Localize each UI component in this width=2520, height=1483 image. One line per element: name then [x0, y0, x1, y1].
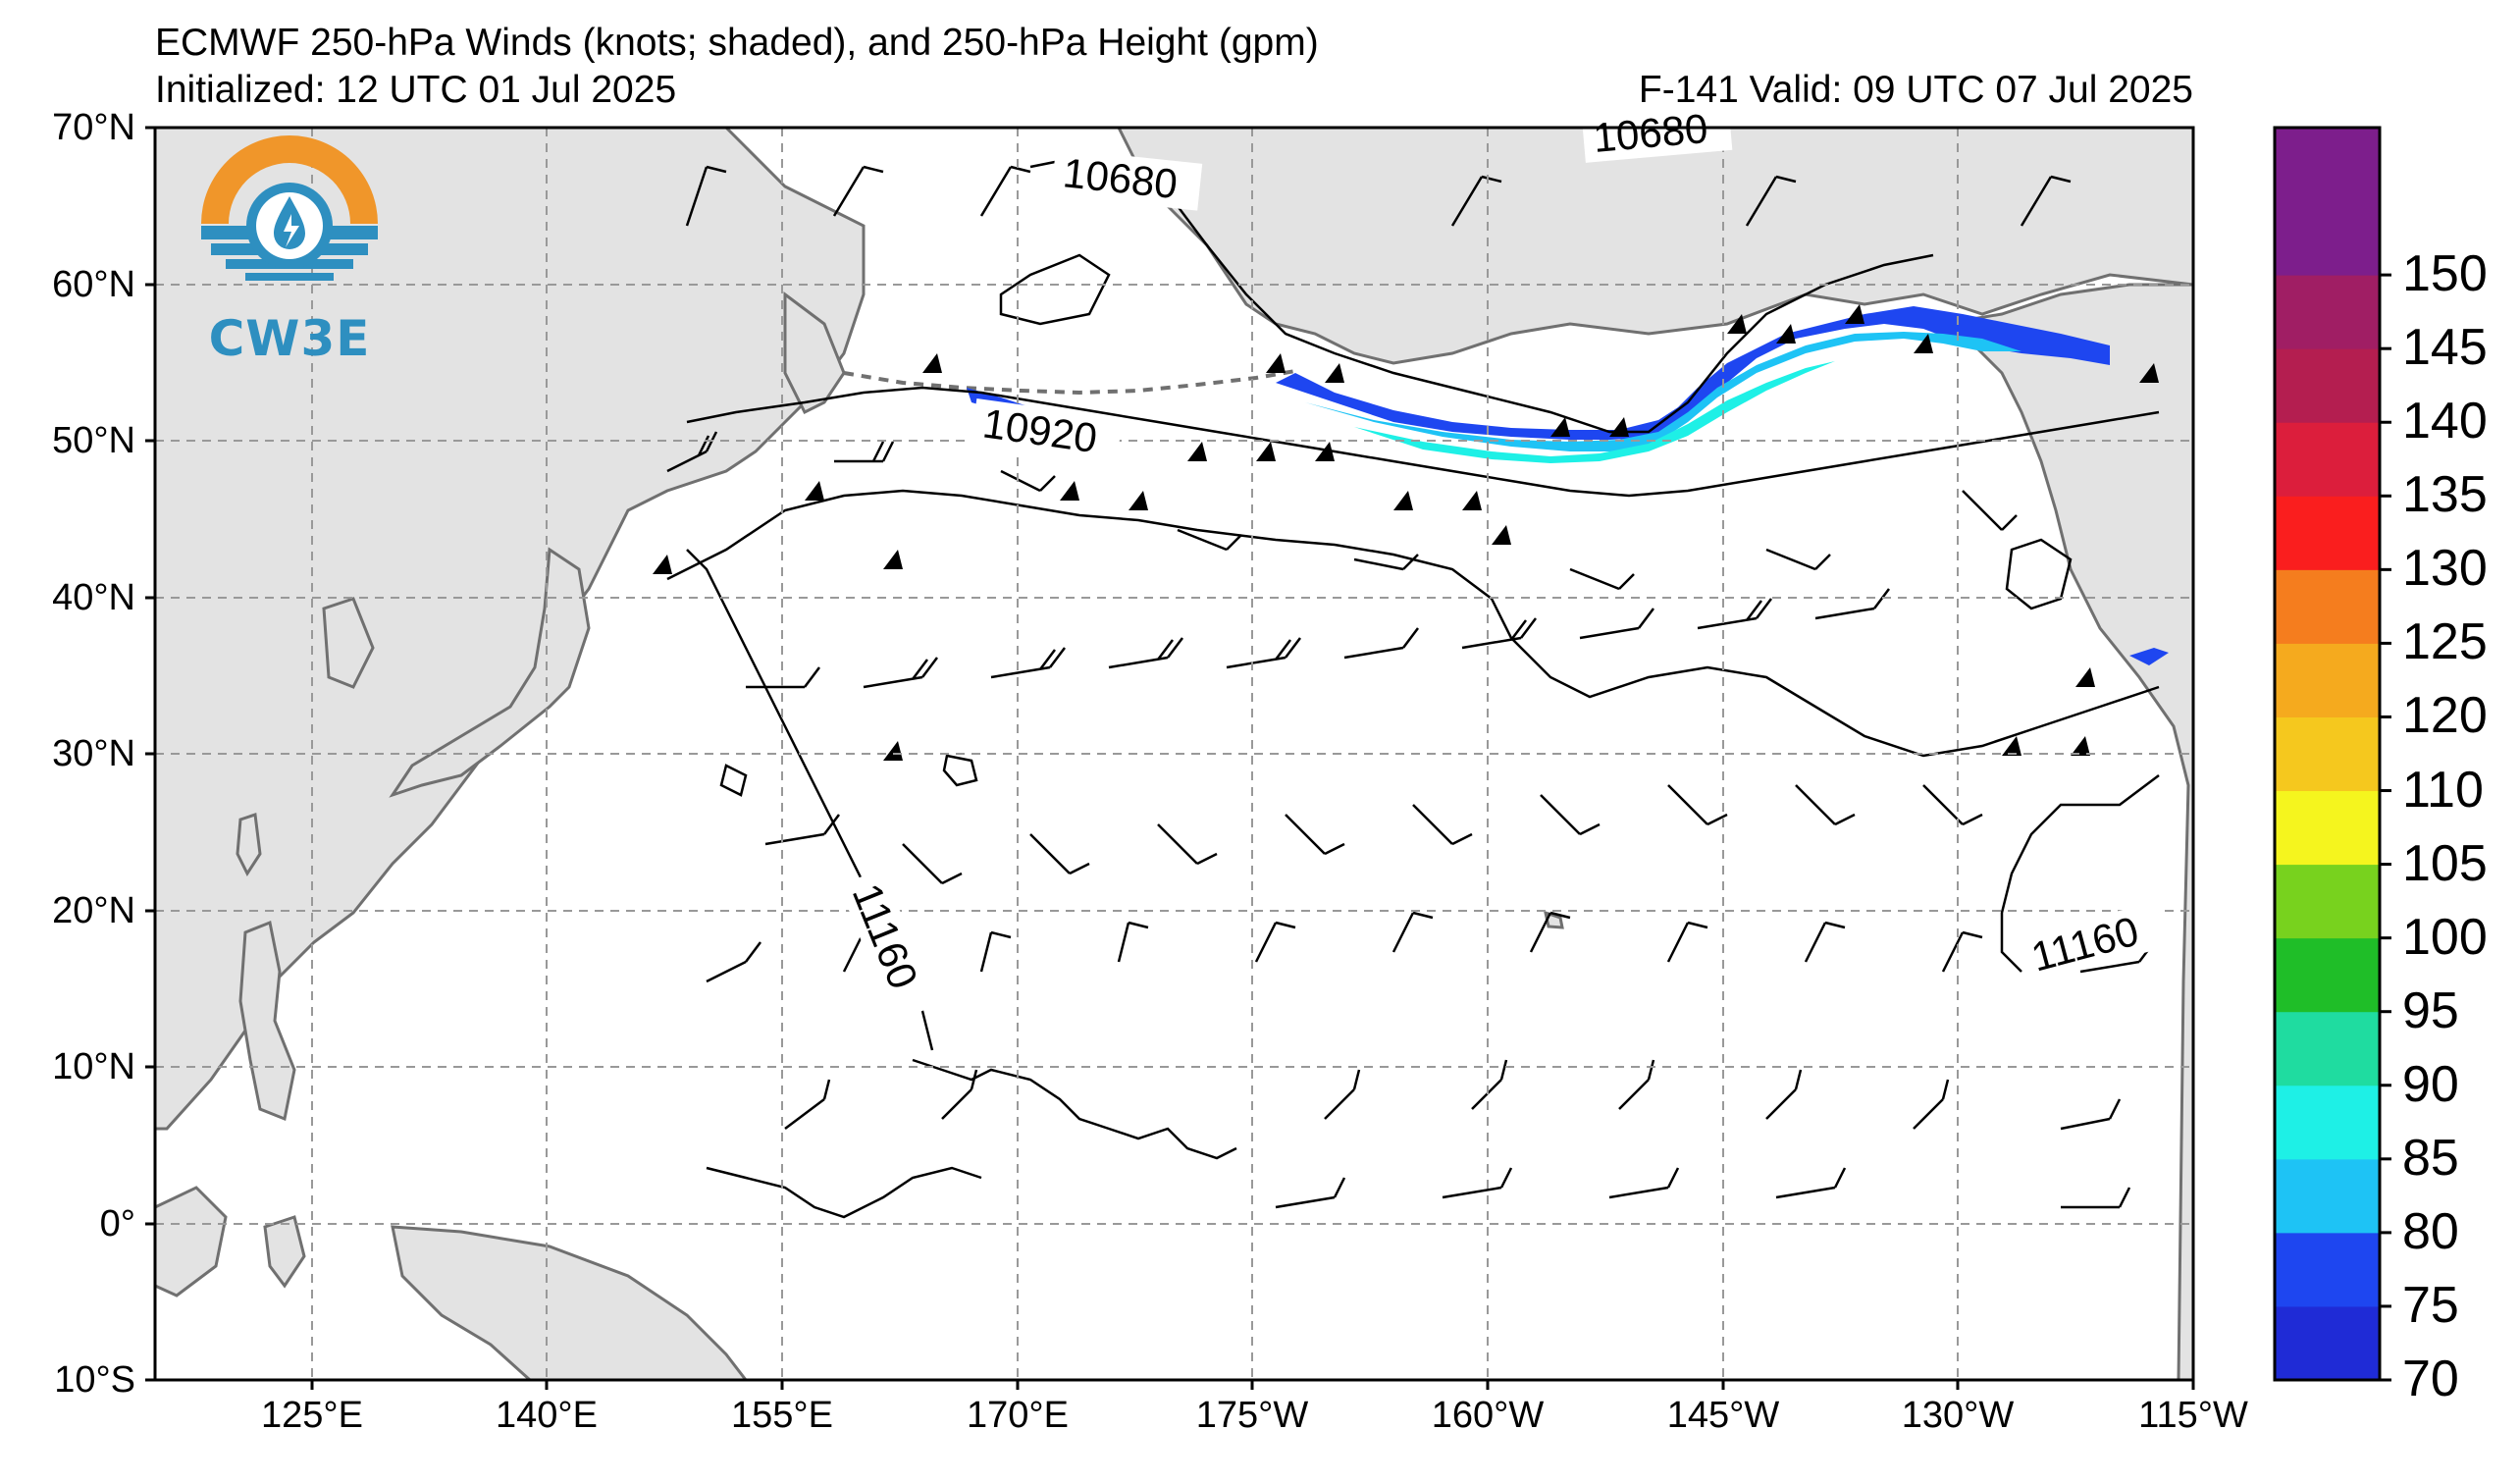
- colorbar-label: 75: [2402, 1276, 2459, 1334]
- colorbar-segment: [2275, 716, 2380, 792]
- alaska-land: [1117, 128, 2193, 365]
- lat-label-10s: 10°S: [54, 1359, 135, 1401]
- lat-label-70n: 70°N: [52, 107, 135, 148]
- lat-label-50n: 50°N: [52, 420, 135, 461]
- colorbar-label: 100: [2402, 908, 2488, 966]
- philippines-land: [238, 920, 296, 1122]
- aleutian-islands: [843, 369, 1296, 396]
- colorbar-segment: [2275, 643, 2380, 717]
- lon-label-170e: 170°E: [967, 1395, 1069, 1436]
- colorbar-segment: [2275, 201, 2380, 276]
- colorbar-segment: [2275, 1085, 2380, 1160]
- colorbar-segment: [2275, 422, 2380, 497]
- lon-label-115w: 115°W: [2138, 1395, 2248, 1436]
- colorbar-segment: [2275, 1232, 2380, 1307]
- colorbar-label: 95: [2402, 981, 2459, 1039]
- colorbar-label: 130: [2402, 540, 2488, 598]
- axis-ticks: [145, 126, 2195, 1390]
- lon-label-145w: 145°W: [1666, 1395, 1780, 1436]
- north-america-land: [1939, 283, 2193, 1380]
- colorbar-label: 110: [2402, 761, 2484, 819]
- contour-label-10680-east: 10680: [1592, 105, 1709, 161]
- lon-label-160w: 160°W: [1431, 1395, 1545, 1436]
- graticule: [155, 128, 2193, 1380]
- japan-land: [389, 547, 591, 798]
- colorbar: [2275, 128, 2391, 1382]
- lon-label-155e: 155°E: [731, 1395, 833, 1436]
- colorbar-frame: [2273, 126, 2382, 1382]
- equatorial-islands-2: [706, 1166, 982, 1219]
- colorbar-label: 145: [2402, 319, 2488, 377]
- colorbar-label: 125: [2402, 613, 2488, 671]
- korea-land: [322, 597, 375, 689]
- lat-label-10n: 10°N: [52, 1046, 135, 1087]
- jet-shading-coast: [2129, 648, 2169, 665]
- colorbar-segment: [2275, 1011, 2380, 1086]
- initialized-time: Initialized: 12 UTC 01 Jul 2025: [155, 69, 677, 111]
- cw3e-logo: CW3E: [172, 116, 407, 371]
- logo-emblem: [201, 135, 378, 281]
- lat-label-20n: 20°N: [52, 890, 135, 931]
- colorbar-label: 105: [2402, 834, 2488, 892]
- lon-label-175w: 175°W: [1195, 1395, 1309, 1436]
- colorbar-segment: [2275, 1158, 2380, 1234]
- sulawesi-land: [263, 1215, 306, 1289]
- lon-label-130w: 130°W: [1901, 1395, 2015, 1436]
- valid-time: F-141 Valid: 09 UTC 07 Jul 2025: [1638, 69, 2193, 111]
- equatorial-islands: [912, 1058, 1237, 1160]
- colorbar-label: 135: [2402, 466, 2488, 524]
- wind-flags: [653, 304, 2159, 761]
- colorbar-segment: [2275, 864, 2380, 939]
- colorbar-segment: [2275, 1305, 2380, 1381]
- colorbar-label: 85: [2402, 1129, 2459, 1187]
- lat-label-40n: 40°N: [52, 577, 135, 618]
- colorbar-segment: [2275, 275, 2380, 349]
- lat-label-0: 0°: [99, 1203, 135, 1245]
- colorbar-label: 90: [2402, 1055, 2459, 1113]
- colorbar-label: 80: [2402, 1202, 2459, 1260]
- colorbar-label: 150: [2402, 245, 2488, 303]
- borneo-land: [155, 1186, 228, 1298]
- map-title: ECMWF 250-hPa Winds (knots; shaded), and…: [155, 22, 1319, 64]
- lat-label-60n: 60°N: [52, 264, 135, 305]
- colorbar-segment: [2275, 790, 2380, 866]
- lon-label-140e: 140°E: [496, 1395, 598, 1436]
- colorbar-label: 140: [2402, 393, 2488, 450]
- colorbar-label: 120: [2402, 687, 2488, 745]
- jet-shading-core: [1305, 332, 2021, 451]
- lon-label-125e: 125°E: [261, 1395, 363, 1436]
- colorbar-segment: [2275, 937, 2380, 1013]
- wind-barbs: [666, 165, 2155, 1209]
- taiwan-land: [236, 812, 262, 877]
- colorbar-segment: [2275, 348, 2380, 423]
- logo-text: CW3E: [208, 310, 371, 367]
- colorbar-segment: [2275, 569, 2380, 644]
- colorbar-segment: [2275, 496, 2380, 570]
- new-guinea-land: [391, 1225, 748, 1380]
- colorbar-segment: [2275, 128, 2380, 202]
- colorbar-label: 70: [2402, 1351, 2459, 1407]
- lat-label-30n: 30°N: [52, 733, 135, 774]
- kamchatka-land: [783, 291, 846, 415]
